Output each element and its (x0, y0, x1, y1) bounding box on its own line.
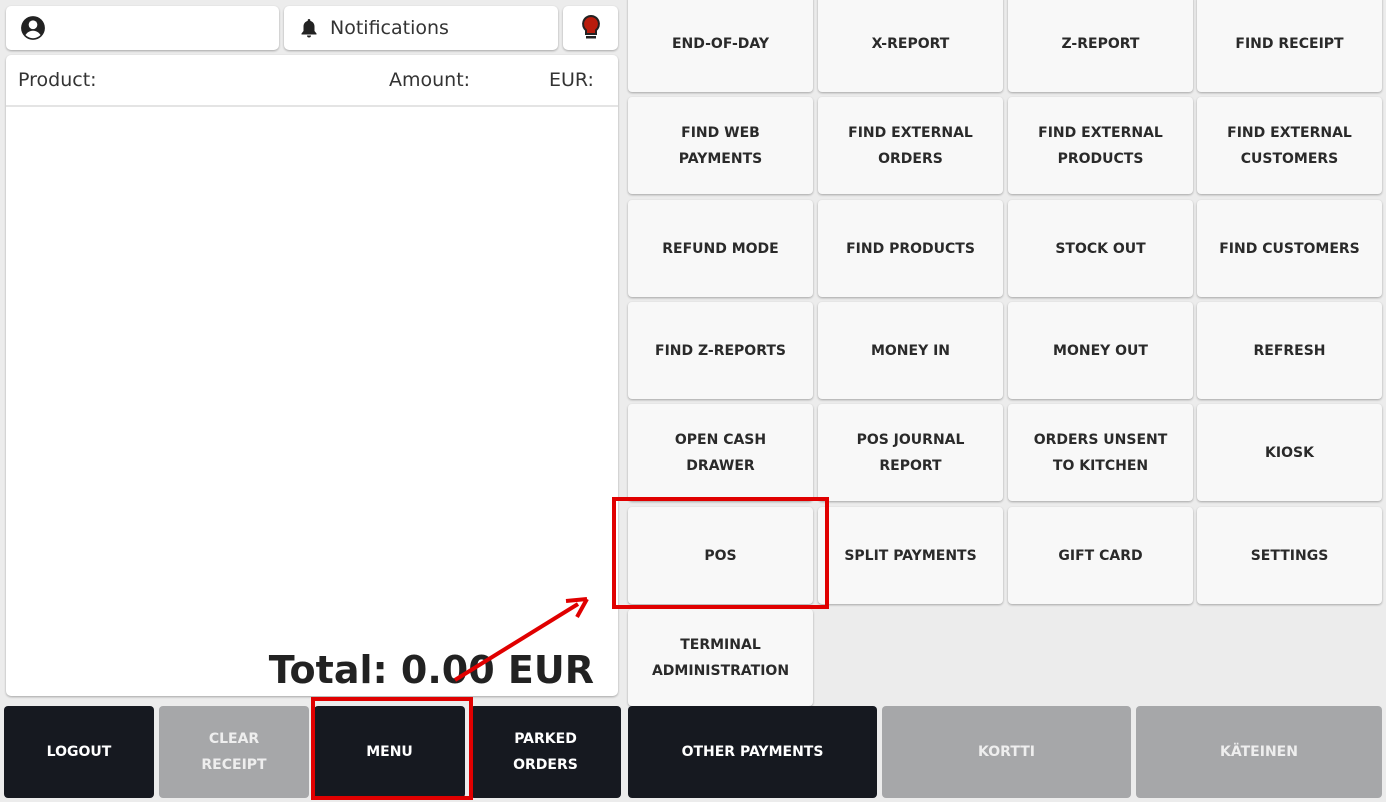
kateinen-label: KÄTEINEN (1220, 744, 1298, 760)
menu-tile-end-of-day[interactable]: END-OF-DAY (628, 0, 813, 92)
menu-tile-find-z-reports[interactable]: FIND Z-REPORTS (628, 302, 813, 399)
menu-tile-label: OPEN CASH DRAWER (674, 431, 767, 474)
menu-tile-label: ORDERS UNSENT TO KITCHEN (1033, 431, 1168, 474)
receipt-header: Product: Amount: EUR: (6, 55, 618, 107)
clear-receipt-button[interactable]: CLEAR RECEIPT (159, 706, 309, 798)
menu-tile-pos-journal-report[interactable]: POS JOURNAL REPORT (818, 404, 1003, 501)
menu-tile-label: POS JOURNAL REPORT (856, 431, 965, 474)
menu-label: MENU (366, 744, 413, 760)
menu-tile-find-customers[interactable]: FIND CUSTOMERS (1197, 200, 1382, 297)
bell-icon (301, 19, 317, 38)
menu-tile-label: KIOSK (1265, 444, 1314, 461)
other-payments-label: OTHER PAYMENTS (681, 744, 824, 760)
menu-tile-kiosk[interactable]: KIOSK (1197, 404, 1382, 501)
kortti-label: KORTTI (978, 744, 1035, 760)
menu-tile-refresh[interactable]: REFRESH (1197, 302, 1382, 399)
clear-receipt-label: CLEAR RECEIPT (201, 731, 267, 773)
menu-tile-pos[interactable]: POS (628, 507, 813, 604)
menu-tile-find-receipt[interactable]: FIND RECEIPT (1197, 0, 1382, 92)
product-column-header: Product: (18, 69, 97, 91)
menu-tile-label: POS (704, 547, 737, 564)
logout-label: LOGOUT (46, 744, 112, 760)
menu-tile-settings[interactable]: SETTINGS (1197, 507, 1382, 604)
menu-tile-label: FIND WEB PAYMENTS (678, 124, 763, 167)
menu-tile-label: FIND PRODUCTS (846, 240, 975, 257)
receipt-total: Total: 0.00 EUR (268, 648, 594, 692)
menu-tile-label: Z-REPORT (1061, 35, 1140, 52)
menu-tile-orders-unsent-to-kitchen[interactable]: ORDERS UNSENT TO KITCHEN (1008, 404, 1193, 501)
menu-tile-label: X-REPORT (871, 35, 950, 52)
menu-tile-label: FIND CUSTOMERS (1219, 240, 1360, 257)
logout-button[interactable]: LOGOUT (4, 706, 154, 798)
menu-tile-money-in[interactable]: MONEY IN (818, 302, 1003, 399)
menu-tile-split-payments[interactable]: SPLIT PAYMENTS (818, 507, 1003, 604)
menu-tile-find-products[interactable]: FIND PRODUCTS (818, 200, 1003, 297)
menu-tile-gift-card[interactable]: GIFT CARD (1008, 507, 1193, 604)
menu-tile-z-report[interactable]: Z-REPORT (1008, 0, 1193, 92)
lightbulb-icon (581, 15, 600, 39)
other-payments-button[interactable]: OTHER PAYMENTS (628, 706, 877, 798)
status-light-button[interactable] (563, 6, 618, 50)
menu-button[interactable]: MENU (314, 706, 465, 798)
menu-tile-label: END-OF-DAY (671, 35, 770, 52)
user-circle-icon (21, 16, 45, 40)
menu-tile-find-external-orders[interactable]: FIND EXTERNAL ORDERS (818, 97, 1003, 194)
menu-tile-find-external-products[interactable]: FIND EXTERNAL PRODUCTS (1008, 97, 1193, 194)
amount-column-header: Amount: (389, 69, 471, 91)
currency-column-header: EUR: (549, 69, 594, 91)
kortti-button[interactable]: KORTTI (882, 706, 1131, 798)
user-button[interactable] (6, 6, 279, 50)
menu-tile-refund-mode[interactable]: REFUND MODE (628, 200, 813, 297)
menu-tile-label: FIND EXTERNAL CUSTOMERS (1227, 124, 1352, 167)
menu-tile-label: MONEY OUT (1053, 342, 1148, 359)
menu-tile-label: TERMINAL ADMINISTRATION (651, 636, 790, 679)
menu-tile-money-out[interactable]: MONEY OUT (1008, 302, 1193, 399)
notifications-button[interactable]: Notifications (284, 6, 558, 50)
menu-tile-label: SETTINGS (1250, 547, 1329, 564)
menu-tile-label: REFRESH (1253, 342, 1326, 359)
parked-orders-button[interactable]: PARKED ORDERS (470, 706, 621, 798)
notifications-label: Notifications (330, 17, 449, 39)
menu-tile-label: STOCK OUT (1055, 240, 1146, 257)
menu-tile-stock-out[interactable]: STOCK OUT (1008, 200, 1193, 297)
menu-tile-label: REFUND MODE (662, 240, 779, 257)
kateinen-button[interactable]: KÄTEINEN (1136, 706, 1382, 798)
menu-tile-label: MONEY IN (870, 342, 951, 359)
menu-tile-find-external-customers[interactable]: FIND EXTERNAL CUSTOMERS (1197, 97, 1382, 194)
menu-tile-open-cash-drawer[interactable]: OPEN CASH DRAWER (628, 404, 813, 501)
menu-tile-label: FIND EXTERNAL PRODUCTS (1038, 124, 1163, 167)
menu-tile-x-report[interactable]: X-REPORT (818, 0, 1003, 92)
menu-tile-label: FIND RECEIPT (1235, 35, 1344, 52)
receipt-panel: Product: Amount: EUR: Total: 0.00 EUR (6, 55, 618, 696)
menu-tile-find-web-payments[interactable]: FIND WEB PAYMENTS (628, 97, 813, 194)
menu-tile-label: SPLIT PAYMENTS (844, 547, 977, 564)
menu-tile-label: GIFT CARD (1058, 547, 1143, 564)
parked-orders-label: PARKED ORDERS (513, 731, 578, 773)
menu-tile-label: FIND EXTERNAL ORDERS (848, 124, 973, 167)
menu-tile-terminal-administration[interactable]: TERMINAL ADMINISTRATION (628, 609, 813, 706)
menu-tile-label: FIND Z-REPORTS (655, 342, 786, 359)
